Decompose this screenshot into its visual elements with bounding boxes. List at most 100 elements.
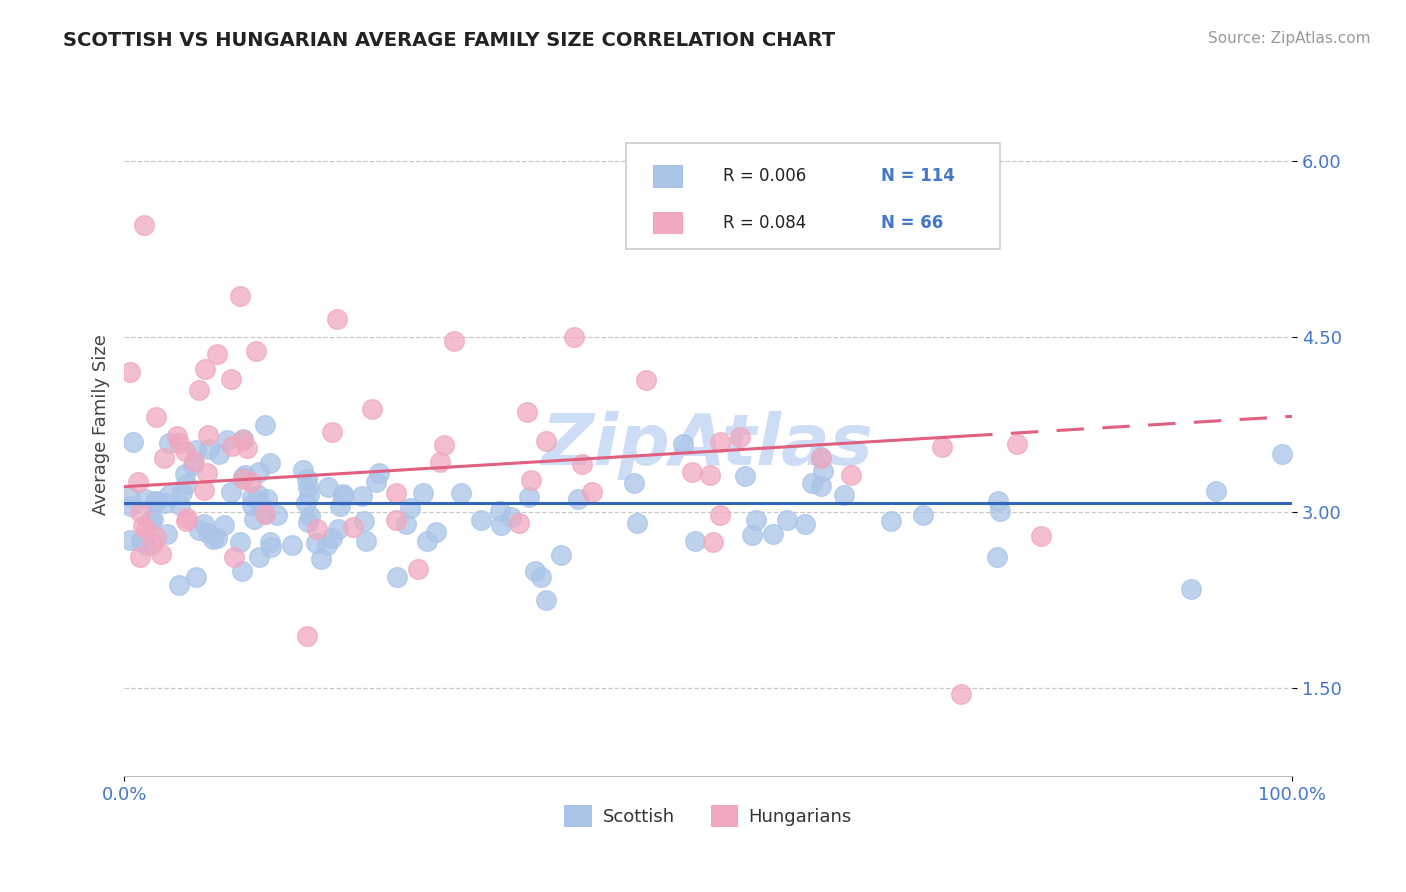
Scottish	[316, 538, 339, 552]
Hungarians	[429, 455, 451, 469]
Scottish	[291, 463, 314, 477]
Scottish	[399, 501, 422, 516]
Scottish	[776, 513, 799, 527]
Hungarians	[702, 535, 724, 549]
Scottish	[254, 418, 277, 433]
Hungarians	[167, 435, 190, 450]
Hungarians	[152, 450, 174, 465]
Hungarians	[232, 472, 254, 486]
Scottish	[332, 489, 354, 503]
Scottish	[184, 442, 207, 457]
Hungarians	[709, 508, 731, 522]
Scottish	[208, 447, 231, 461]
Scottish	[567, 492, 589, 507]
Scottish	[231, 564, 253, 578]
Hungarians	[1005, 436, 1028, 450]
Scottish	[353, 514, 375, 528]
Scottish	[685, 534, 707, 549]
Scottish	[988, 504, 1011, 518]
Scottish	[240, 498, 263, 512]
Text: R = 0.084: R = 0.084	[723, 214, 807, 232]
Text: ZipAtlas: ZipAtlas	[543, 411, 875, 480]
Hungarians	[571, 457, 593, 471]
Scottish	[266, 508, 288, 523]
Scottish	[470, 513, 492, 527]
Scottish	[762, 527, 785, 541]
Scottish	[517, 490, 540, 504]
Hungarians	[129, 505, 152, 519]
Scottish	[350, 489, 373, 503]
Hungarians	[810, 451, 832, 466]
Scottish	[530, 570, 553, 584]
Hungarians	[361, 402, 384, 417]
Scottish	[523, 564, 546, 578]
Text: N = 66: N = 66	[882, 214, 943, 232]
Scottish	[212, 518, 235, 533]
Scottish	[246, 488, 269, 502]
Scottish	[253, 507, 276, 521]
Text: R = 0.006: R = 0.006	[723, 168, 807, 186]
Hungarians	[197, 427, 219, 442]
Scottish	[297, 472, 319, 486]
Scottish	[672, 436, 695, 450]
Scottish	[184, 570, 207, 584]
Hungarians	[240, 475, 263, 490]
Scottish	[205, 531, 228, 545]
Scottish	[626, 516, 648, 531]
Scottish	[243, 512, 266, 526]
Hungarians	[221, 439, 243, 453]
Scottish	[173, 467, 195, 482]
Scottish	[259, 457, 281, 471]
Hungarians	[385, 486, 408, 500]
Hungarians	[245, 344, 267, 359]
Hungarians	[520, 473, 543, 487]
Hungarians	[131, 519, 153, 533]
Hungarians	[141, 537, 163, 551]
Scottish	[1180, 582, 1202, 596]
Hungarians	[699, 467, 721, 482]
Hungarians	[728, 430, 751, 444]
Hungarians	[321, 425, 343, 439]
Scottish	[368, 466, 391, 480]
Scottish	[121, 434, 143, 449]
Scottish	[305, 536, 328, 550]
Scottish	[623, 476, 645, 491]
Scottish	[450, 486, 472, 500]
Scottish	[215, 433, 238, 447]
Scottish	[745, 513, 768, 527]
Hungarians	[149, 547, 172, 561]
Hungarians	[176, 511, 198, 525]
Scottish	[987, 494, 1010, 508]
Scottish	[139, 513, 162, 527]
Scottish	[328, 523, 350, 537]
Scottish	[332, 487, 354, 501]
Text: SCOTTISH VS HUNGARIAN AVERAGE FAMILY SIZE CORRELATION CHART: SCOTTISH VS HUNGARIAN AVERAGE FAMILY SIZ…	[63, 31, 835, 50]
Hungarians	[443, 334, 465, 348]
Scottish	[134, 491, 156, 506]
Scottish	[219, 485, 242, 500]
Hungarians	[174, 514, 197, 528]
Scottish	[1205, 483, 1227, 498]
Hungarians	[342, 520, 364, 534]
Scottish	[986, 550, 1008, 565]
Hungarians	[166, 429, 188, 443]
Scottish	[120, 499, 142, 513]
Hungarians	[536, 434, 558, 449]
Scottish	[198, 442, 221, 456]
Hungarians	[127, 475, 149, 489]
Scottish	[247, 466, 270, 480]
Scottish	[912, 508, 935, 523]
Scottish	[387, 569, 409, 583]
Scottish	[741, 528, 763, 542]
Scottish	[240, 490, 263, 504]
Scottish	[316, 480, 339, 494]
Scottish	[880, 514, 903, 528]
Scottish	[536, 593, 558, 607]
Text: N = 114: N = 114	[882, 168, 955, 186]
Scottish	[1271, 447, 1294, 461]
Scottish	[146, 494, 169, 508]
Scottish	[129, 534, 152, 549]
FancyBboxPatch shape	[627, 144, 1000, 249]
Hungarians	[385, 513, 408, 527]
Scottish	[298, 508, 321, 523]
